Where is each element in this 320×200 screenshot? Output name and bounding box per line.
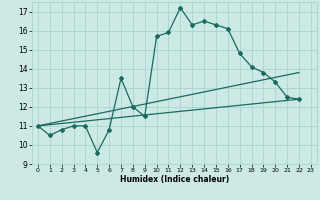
X-axis label: Humidex (Indice chaleur): Humidex (Indice chaleur) [120,175,229,184]
